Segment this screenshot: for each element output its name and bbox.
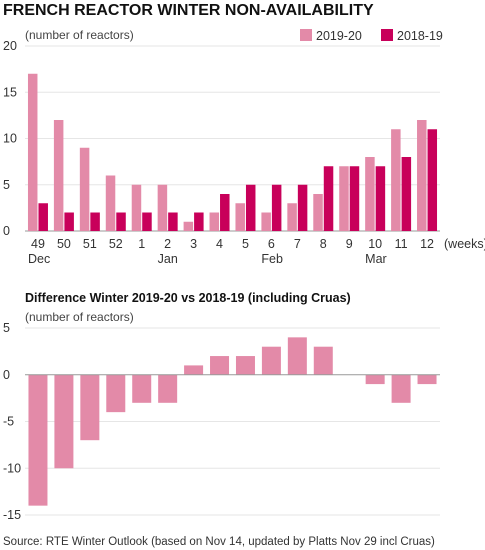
legend-label-2018-19: 2018-19 [397,29,443,43]
bar-2018-19-wk50 [64,212,74,231]
bar-2019-20-wk10 [365,157,375,231]
diff-bar-wk5 [235,356,255,375]
diff-bar-wk50 [54,374,74,469]
top-x-tick-label: 12 [420,237,434,251]
bar-2018-19-wk9 [349,166,360,231]
month-label: Feb [261,252,283,266]
legend-swatch-2019-20 [300,29,312,41]
top-x-tick-label: 50 [57,237,71,251]
legend-label-2019-20: 2019-20 [316,29,362,43]
top-x-tick-label: 52 [109,237,123,251]
bar-2018-19-wk5 [245,184,256,231]
diff-bar-wk11 [391,374,411,403]
diff-bar-wk6 [261,346,281,375]
bar-2019-20-wk12 [417,120,427,231]
bottom-y-tick-label: 5 [3,321,10,335]
top-y-tick-label: 20 [3,39,17,53]
diff-bar-wk2 [158,374,178,403]
bottom-chart: -15 -10 -5 0 5 [3,321,440,522]
bar-2018-19-wk1 [142,212,152,231]
bar-2018-19-wk51 [90,212,100,231]
month-label: Jan [158,252,178,266]
diff-bar-wk3 [184,365,204,375]
bottom-y-tick-label: -15 [3,508,21,522]
top-x-tick-label: 6 [268,237,275,251]
top-y-tick-label: 5 [3,178,10,192]
top-x-tick-label: 10 [368,237,382,251]
bottom-chart-ylabel: (number of reactors) [25,310,134,324]
bar-2019-20-wk50 [53,120,64,231]
bar-2019-20-wk51 [79,147,90,231]
diff-bar-wk51 [80,374,100,441]
top-y-tick-label: 15 [3,85,17,99]
bottom-chart-title: Difference Winter 2019-20 vs 2018-19 (in… [25,291,351,305]
bar-2018-19-wk3 [194,212,204,231]
diff-bar-wk10 [365,374,385,385]
month-label: Mar [365,252,387,266]
top-x-tick-label: 1 [138,237,145,251]
bar-2018-19-wk49 [38,203,48,231]
bar-2018-19-wk8 [323,166,334,231]
diff-bar-wk1 [132,374,152,403]
top-x-tick-label: 2 [164,237,171,251]
bar-2019-20-wk8 [313,194,323,231]
top-x-tick-label: 51 [83,237,97,251]
bar-2019-20-wk7 [287,203,297,231]
top-x-tick-label: 49 [31,237,45,251]
legend: 2019-20 2018-19 [300,29,443,43]
bar-2018-19-wk6 [271,184,282,231]
bar-2018-19-wk7 [297,184,308,231]
bar-2019-20-wk3 [183,221,194,231]
bar-2019-20-wk52 [105,175,116,231]
top-y-tick-label: 0 [3,224,10,238]
page-title: FRENCH REACTOR WINTER NON-AVAILABILITY [3,2,374,19]
x-unit-label: (weeks) [444,237,485,251]
diff-bar-wk52 [106,374,126,413]
top-chart-ylabel: (number of reactors) [25,28,134,42]
bar-2019-20-wk11 [391,129,401,231]
bar-2018-19-wk52 [116,212,126,231]
diff-bar-wk7 [287,337,307,375]
top-x-tick-label: 5 [242,237,249,251]
top-x-tick-label: 9 [346,237,353,251]
month-label: Dec [28,252,50,266]
diff-bar-wk49 [28,374,48,506]
bar-2018-19-wk12 [427,129,438,231]
diff-bar-wk8 [313,346,333,375]
bar-2019-20-wk49 [27,73,38,231]
bottom-y-tick-label: -5 [3,415,14,429]
diff-bar-wk4 [210,356,230,375]
bar-2018-19-wk2 [168,212,178,231]
bar-2019-20-wk9 [339,166,349,231]
top-x-tick-label: 4 [216,237,223,251]
bar-2018-19-wk4 [220,194,230,231]
bar-2019-20-wk4 [209,212,220,231]
bottom-y-tick-label: 0 [3,368,10,382]
top-x-tick-label: 11 [395,237,408,251]
top-x-tick-label: 7 [294,237,301,251]
bar-2019-20-wk1 [131,184,142,231]
bar-2019-20-wk6 [261,212,271,231]
bar-2019-20-wk5 [235,203,245,231]
bar-2018-19-wk11 [401,157,412,231]
diff-bar-wk12 [417,374,437,385]
bottom-y-tick-label: -10 [3,461,21,475]
top-x-tick-label: 8 [320,237,327,251]
legend-swatch-2018-19 [381,29,393,41]
bar-2018-19-wk10 [375,166,386,231]
top-x-tick-label: 3 [190,237,197,251]
top-y-tick-label: 10 [3,132,17,146]
source-note: Source: RTE Winter Outlook (based on Nov… [3,536,435,548]
bar-2019-20-wk2 [157,184,168,231]
